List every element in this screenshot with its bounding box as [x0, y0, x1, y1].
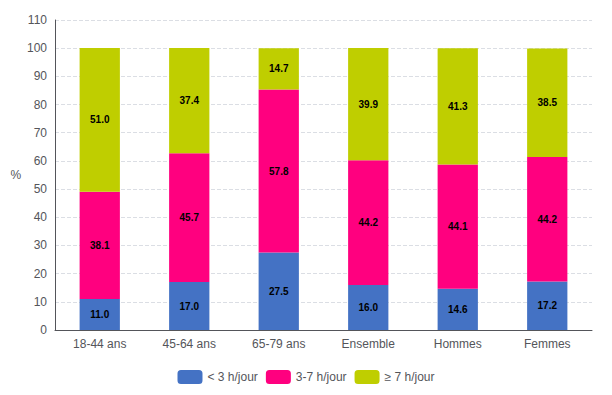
svg-text:Ensemble: Ensemble: [342, 337, 396, 351]
svg-text:17.2: 17.2: [538, 300, 558, 311]
svg-text:Hommes: Hommes: [434, 337, 482, 351]
svg-text:65-79 ans: 65-79 ans: [252, 337, 305, 351]
svg-text:45.7: 45.7: [180, 212, 200, 223]
svg-text:41.3: 41.3: [448, 101, 468, 112]
svg-text:10: 10: [34, 295, 48, 309]
svg-text:50: 50: [34, 182, 48, 196]
svg-text:17.0: 17.0: [180, 301, 200, 312]
svg-text:38.1: 38.1: [90, 240, 110, 251]
svg-text:40: 40: [34, 210, 48, 224]
svg-text:< 3 h/jour: < 3 h/jour: [207, 370, 257, 384]
svg-text:3-7 h/jour: 3-7 h/jour: [296, 370, 347, 384]
svg-text:44.2: 44.2: [538, 214, 558, 225]
svg-text:110: 110: [28, 13, 47, 27]
svg-text:11.0: 11.0: [90, 309, 109, 320]
svg-text:51.0: 51.0: [90, 114, 110, 125]
svg-text:90: 90: [34, 69, 48, 83]
svg-text:18-44 ans: 18-44 ans: [73, 337, 126, 351]
svg-text:14.7: 14.7: [269, 63, 289, 74]
svg-text:20: 20: [34, 267, 48, 281]
svg-text:45-64 ans: 45-64 ans: [163, 337, 216, 351]
svg-text:57.8: 57.8: [269, 166, 289, 177]
svg-text:16.0: 16.0: [359, 302, 379, 313]
svg-text:Femmes: Femmes: [524, 337, 571, 351]
svg-text:≥ 7 h/jour: ≥ 7 h/jour: [385, 370, 435, 384]
svg-text:27.5: 27.5: [269, 286, 289, 297]
svg-text:60: 60: [34, 154, 48, 168]
svg-text:80: 80: [34, 98, 48, 112]
svg-text:39.9: 39.9: [359, 99, 379, 110]
svg-text:30: 30: [34, 238, 48, 252]
svg-text:44.2: 44.2: [359, 217, 379, 228]
svg-text:70: 70: [34, 126, 48, 140]
svg-text:%: %: [10, 168, 21, 182]
svg-text:100: 100: [27, 41, 47, 55]
svg-text:44.1: 44.1: [448, 221, 468, 232]
svg-text:14.6: 14.6: [448, 304, 468, 315]
svg-text:38.5: 38.5: [538, 97, 558, 108]
svg-text:37.4: 37.4: [180, 95, 200, 106]
svg-text:0: 0: [40, 323, 47, 337]
